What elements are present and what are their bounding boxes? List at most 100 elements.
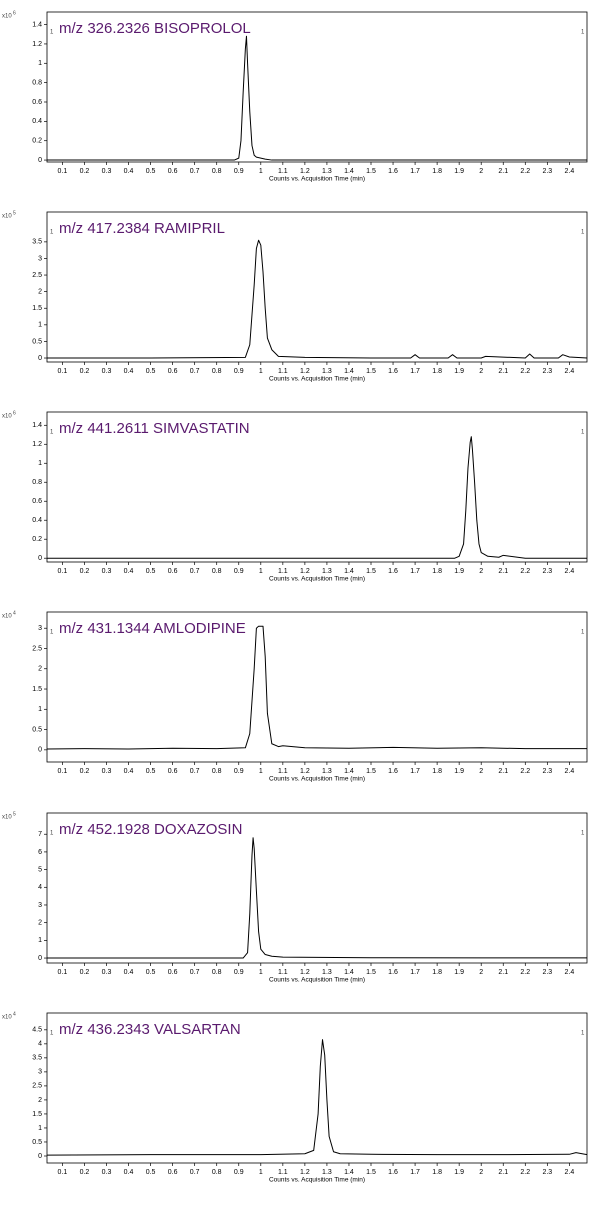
y-tick-label: 0 [38, 955, 42, 962]
x-tick-label: 1.7 [410, 168, 420, 175]
x-tick-label: 2.3 [542, 168, 552, 175]
y-tick-label: 3 [38, 902, 42, 909]
x-tick-label: 1.3 [322, 768, 332, 775]
y-tick-label: 2.5 [32, 645, 42, 652]
y-scale-exponent: 5 [13, 811, 16, 817]
x-tick-label: 2.2 [520, 168, 530, 175]
x-tick-label: 1.3 [322, 168, 332, 175]
y-scale-exponent: 5 [13, 210, 16, 216]
x-tick-label: 1.3 [322, 969, 332, 976]
x-axis-label: Counts vs. Acquisition Time (min) [269, 576, 365, 583]
x-tick-label: 1.2 [300, 969, 310, 976]
x-tick-label: 1.5 [366, 768, 376, 775]
trace-line [46, 1039, 588, 1156]
x-tick-label: 1.4 [344, 568, 354, 575]
x-tick-label: 0.1 [58, 168, 68, 175]
trace-id-left: 1 [50, 831, 54, 837]
x-tick-label: 0.5 [146, 768, 156, 775]
y-tick-label: 3 [38, 625, 42, 632]
x-tick-label: 0.6 [168, 568, 178, 575]
x-tick-label: 1.1 [278, 768, 288, 775]
x-tick-label: 1 [259, 768, 263, 775]
x-tick-label: 1.1 [278, 1169, 288, 1176]
x-tick-label: 0.4 [124, 168, 134, 175]
x-tick-label: 0.9 [234, 969, 244, 976]
x-tick-label: 2 [479, 168, 483, 175]
trace-id-right: 1 [581, 230, 585, 236]
x-tick-label: 0.7 [190, 969, 200, 976]
x-tick-label: 2.3 [542, 568, 552, 575]
x-tick-label: 1.8 [432, 1169, 442, 1176]
y-tick-label: 0.5 [32, 338, 42, 345]
y-tick-label: 1 [38, 60, 42, 67]
y-tick-label: 0.2 [32, 536, 42, 543]
chart-panel: 0 0.5 1 1.5 2 2.5 3 3.5 4 4.5 0.1 0.2 0.3 0.4 0.5 0.6 0.… [2, 1011, 588, 1184]
x-tick-label: 0.2 [80, 969, 90, 976]
y-tick-label: 1 [38, 706, 42, 713]
y-tick-label: 2 [38, 288, 42, 295]
x-tick-label: 2 [479, 1169, 483, 1176]
x-tick-label: 0.2 [80, 368, 90, 375]
x-tick-label: 1.1 [278, 368, 288, 375]
y-tick-label: 0.6 [32, 99, 42, 106]
plot-frame [46, 812, 588, 964]
y-tick-label: 1 [38, 937, 42, 944]
x-tick-label: 2.2 [520, 768, 530, 775]
x-tick-label: 0.5 [146, 368, 156, 375]
x-tick-label: 0.9 [234, 368, 244, 375]
y-tick-label: 1 [38, 460, 42, 467]
y-tick-label: 0 [38, 1153, 42, 1160]
x-tick-label: 2.3 [542, 368, 552, 375]
y-tick-label: 2 [38, 920, 42, 927]
trace-id-right: 1 [581, 430, 585, 436]
x-tick-label: 0.4 [124, 568, 134, 575]
x-tick-label: 2.2 [520, 969, 530, 976]
x-tick-label: 0.9 [234, 168, 244, 175]
x-tick-label: 1 [259, 168, 263, 175]
x-tick-label: 1.9 [454, 168, 464, 175]
x-tick-label: 0.7 [190, 768, 200, 775]
y-tick-label: 0.4 [32, 118, 42, 125]
y-tick-label: 0 [38, 157, 42, 164]
x-axis-label: Counts vs. Acquisition Time (min) [269, 376, 365, 383]
y-scale-label: x10 [2, 14, 12, 20]
y-tick-label: 5 [38, 866, 42, 873]
x-tick-label: 1.2 [300, 168, 310, 175]
x-tick-label: 0.6 [168, 168, 178, 175]
y-tick-label: 2.5 [32, 272, 42, 279]
x-tick-label: 0.2 [80, 168, 90, 175]
x-tick-label: 2.3 [542, 1169, 552, 1176]
chart-title: m/z 326.2326 BISOPROLOL [59, 20, 251, 37]
chart-title: m/z 441.2611 SIMVASTATIN [59, 420, 250, 437]
x-tick-label: 0.2 [80, 568, 90, 575]
x-tick-label: 0.7 [190, 1169, 200, 1176]
x-tick-label: 0.4 [124, 368, 134, 375]
y-tick-label: 1.2 [32, 441, 42, 448]
trace-id-right: 1 [581, 30, 585, 36]
y-scale-exponent: 4 [13, 1011, 16, 1017]
x-tick-label: 1.2 [300, 568, 310, 575]
trace-id-left: 1 [50, 630, 54, 636]
x-tick-label: 2.3 [542, 768, 552, 775]
x-axis-label: Counts vs. Acquisition Time (min) [269, 776, 365, 783]
plot-frame [46, 211, 588, 363]
x-tick-label: 1.6 [388, 168, 398, 175]
x-tick-label: 1.9 [454, 1169, 464, 1176]
y-tick-label: 0 [38, 355, 42, 362]
trace-line [47, 436, 587, 559]
x-tick-label: 2.1 [498, 568, 508, 575]
y-tick-label: 2.5 [32, 1083, 42, 1090]
x-tick-label: 2.1 [498, 969, 508, 976]
x-tick-label: 0.3 [102, 568, 112, 575]
y-tick-label: 0.6 [32, 498, 42, 505]
x-tick-label: 2.1 [498, 168, 508, 175]
x-tick-label: 1.9 [454, 368, 464, 375]
y-scale-label: x10 [2, 214, 12, 220]
y-tick-label: 1.2 [32, 41, 42, 48]
x-tick-label: 2 [479, 568, 483, 575]
chart-panel: 0 1 2 3 4 5 6 7 0.1 0.2 0.3 0.4 0.5 0.6 0.7 0.8 0.9 1 1.1 1… [2, 811, 588, 984]
x-tick-label: 0.3 [102, 168, 112, 175]
x-tick-label: 1.7 [410, 1169, 420, 1176]
x-tick-label: 0.5 [146, 168, 156, 175]
x-tick-label: 0.1 [58, 1169, 68, 1176]
